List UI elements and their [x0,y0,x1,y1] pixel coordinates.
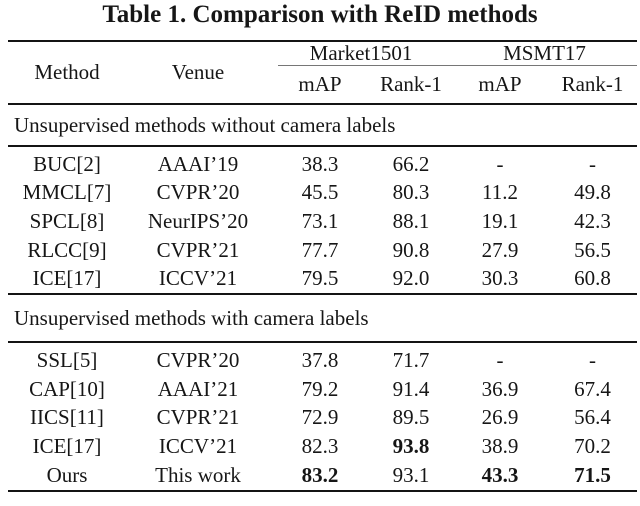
section-rule [8,341,637,343]
col-header-method: Method [34,60,100,84]
rank1-msmt17-cell: 71.5 [574,463,611,488]
map-market1501-cell: 38.3 [301,151,339,176]
map-msmt17-cell: - [496,151,504,176]
method-cell: IICS[11] [30,405,104,430]
col-header-venue: Venue [171,60,225,84]
col-group-market1501: Market1501 [309,41,413,65]
map-market1501-cell: 79.2 [301,376,339,401]
venue-cell: CVPR’20 [156,180,240,205]
map-msmt17-cell: 36.9 [481,376,519,401]
method-cell: RLCC[9] [27,237,107,262]
map-market1501-cell: 45.5 [301,180,339,205]
rank1-msmt17-cell: 49.8 [574,180,611,205]
venue-cell: CVPR’21 [156,405,240,430]
venue-cell: This work [155,463,241,488]
rank1-market1501-cell: 80.3 [392,180,430,205]
venue-cell: CVPR’21 [156,237,240,262]
map-market1501-cell: 72.9 [301,405,339,430]
rank1-msmt17-cell: 42.3 [574,208,611,233]
rank1-msmt17-cell: 60.8 [574,266,611,291]
table-row: MMCL[7] CVPR’20 45.5 80.3 11.2 49.8 [8,179,637,208]
method-cell: MMCL[7] [22,180,112,205]
table-row: RLCC[9] CVPR’21 77.7 90.8 27.9 56.5 [8,236,637,265]
map-market1501-cell: 79.5 [301,266,339,291]
table-row: ICE[17] ICCV’21 82.3 93.8 38.9 70.2 [8,432,637,461]
section-rows-without-camera-labels: BUC[2] AAAI’19 38.3 66.2 - - MMCL[7] CVP… [8,147,637,293]
map-market1501-cell: 83.2 [301,463,339,488]
section-rule [8,145,637,147]
method-cell: BUC[2] [33,151,101,176]
section-rows-with-camera-labels: SSL[5] CVPR’20 37.8 71.7 - - CAP[10] AAA… [8,343,637,490]
dataset-group-row: Market1501 MSMT17 [270,42,637,65]
table-row: SSL[5] CVPR’20 37.8 71.7 - - [8,346,637,375]
rank1-market1501-cell: 90.8 [392,237,430,262]
map-msmt17-cell: 11.2 [482,180,518,205]
map-market1501-cell: 37.8 [301,347,339,372]
section-heading-with-camera-labels: Unsupervised methods with camera labels [14,305,369,330]
table-row: IICS[11] CVPR’21 72.9 89.5 26.9 56.4 [8,404,637,433]
map-msmt17-cell: 27.9 [481,237,519,262]
rank1-market1501-cell: 93.8 [392,434,430,459]
table-row-ours: Ours This work 83.2 93.1 43.3 71.5 [8,461,637,490]
group-underline-rule [278,65,637,66]
method-cell: ICE[17] [32,266,102,291]
map-msmt17-cell: 30.3 [481,266,519,291]
rank1-market1501-cell: 93.1 [392,463,430,488]
col-header-map-market1501: mAP [298,72,342,96]
reid-comparison-table: Method Venue Market1501 MSMT17 mAP Rank-… [8,40,637,492]
rank1-market1501-cell: 91.4 [392,376,430,401]
method-cell: CAP[10] [29,376,105,401]
table-row: ICE[17] ICCV’21 79.5 92.0 30.3 60.8 [8,264,637,293]
map-msmt17-cell: 43.3 [481,463,519,488]
rank1-msmt17-cell: - [589,347,596,372]
venue-cell: ICCV’21 [158,434,238,459]
method-cell: Ours [46,463,88,488]
section-rule [8,293,637,295]
table-row: CAP[10] AAAI’21 79.2 91.4 36.9 67.4 [8,375,637,404]
rank1-msmt17-cell: 56.4 [574,405,611,430]
map-msmt17-cell: 19.1 [481,208,519,233]
table-row: BUC[2] AAAI’19 38.3 66.2 - - [8,150,637,179]
table-caption: Table 1. Comparison with ReID methods [102,1,538,28]
rank1-market1501-cell: 88.1 [392,208,430,233]
top-rule [8,40,637,42]
rank1-msmt17-cell: - [589,151,596,176]
map-market1501-cell: 73.1 [301,208,339,233]
table-row: SPCL[8] NeurIPS’20 73.1 88.1 19.1 42.3 [8,207,637,236]
rank1-market1501-cell: 92.0 [392,266,430,291]
metric-subheader-row: mAP Rank-1 mAP Rank-1 [270,66,637,103]
col-header-map-msmt17: mAP [478,72,522,96]
venue-cell: NeurIPS’20 [147,208,249,233]
venue-cell: AAAI’21 [157,376,239,401]
venue-cell: AAAI’19 [157,151,239,176]
method-cell: ICE[17] [32,434,102,459]
col-group-msmt17: MSMT17 [503,41,586,65]
map-msmt17-cell: 26.9 [481,405,519,430]
map-msmt17-cell: 38.9 [481,434,519,459]
rank1-market1501-cell: 71.7 [392,347,430,372]
bottom-rule [8,490,637,492]
map-market1501-cell: 82.3 [301,434,339,459]
venue-cell: CVPR’20 [156,347,240,372]
venue-cell: ICCV’21 [158,266,238,291]
header-rule [8,103,637,105]
method-cell: SSL[5] [36,347,98,372]
rank1-market1501-cell: 89.5 [392,405,430,430]
col-header-rank1-market1501: Rank-1 [380,72,442,96]
method-cell: SPCL[8] [29,208,105,233]
rank1-market1501-cell: 66.2 [392,151,430,176]
section-heading-without-camera-labels: Unsupervised methods without camera labe… [14,112,396,137]
rank1-msmt17-cell: 70.2 [574,434,611,459]
rank1-msmt17-cell: 56.5 [574,237,611,262]
col-header-rank1-msmt17: Rank-1 [561,72,624,96]
table-header: Method Venue Market1501 MSMT17 mAP Rank-… [8,42,637,103]
map-market1501-cell: 77.7 [301,237,339,262]
rank1-msmt17-cell: 67.4 [574,376,611,401]
map-msmt17-cell: - [496,347,504,372]
